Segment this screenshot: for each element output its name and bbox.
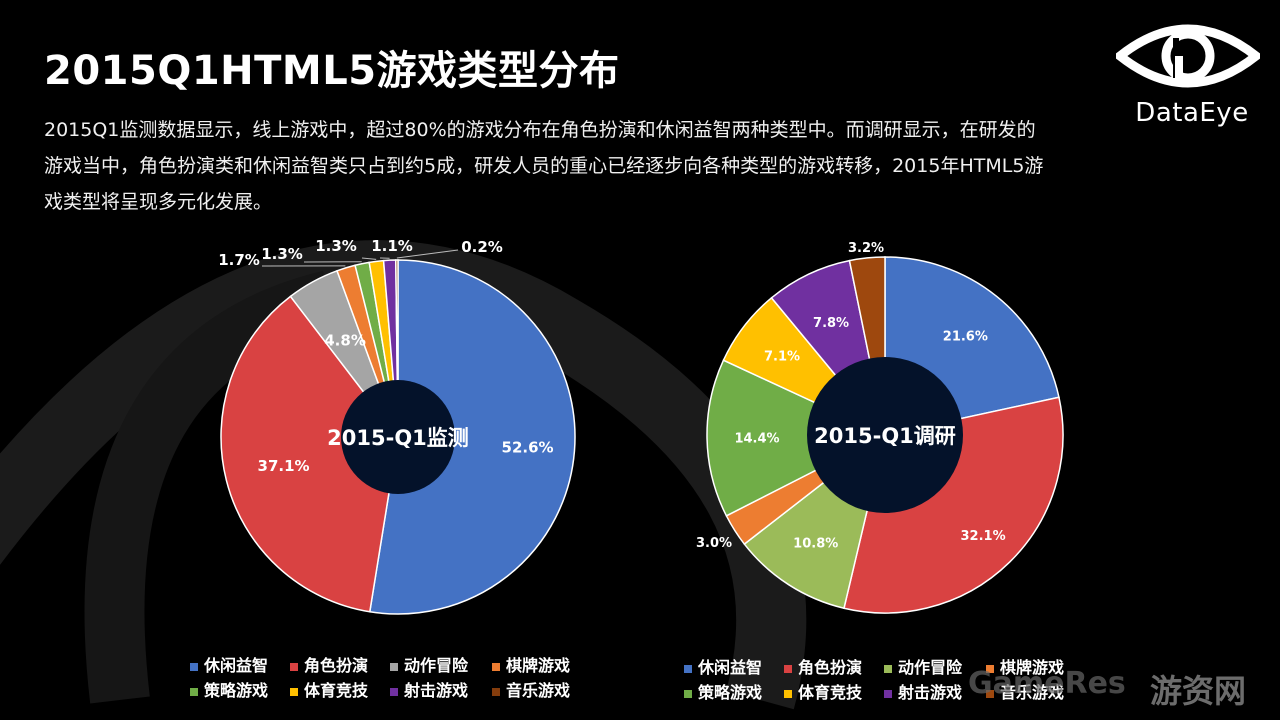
legend-swatch	[884, 664, 892, 673]
eye-logo-icon	[1116, 24, 1260, 88]
legend-label: 射击游戏	[898, 683, 963, 702]
legend-label: 角色扮演	[798, 658, 863, 677]
data-label: 0.2%	[461, 238, 503, 256]
legend-item: 音乐游戏	[492, 677, 570, 701]
legend-label: 棋牌游戏	[506, 656, 571, 675]
legend-item: 体育竞技	[784, 679, 862, 703]
donut-chart-2: 2015-Q1调研 21.6% 32.1% 10.8% 3.0% 14.4% 7.1% 7.8…	[696, 241, 1064, 614]
data-label: 1.7%	[218, 251, 260, 269]
data-label: 32.1%	[961, 529, 1006, 544]
center-label: 2015-Q1监测	[327, 426, 469, 450]
slice-角色扮演	[220, 295, 399, 613]
legend-item: 音乐游戏	[986, 679, 1064, 703]
data-label: 21.6%	[943, 329, 988, 344]
legend-swatch	[390, 662, 398, 671]
data-label: 10.8%	[793, 537, 838, 552]
legend-label: 体育竞技	[798, 683, 863, 702]
legend-swatch	[986, 664, 994, 673]
legend-swatch	[290, 662, 298, 671]
data-label: 3.0%	[696, 536, 732, 551]
legend-label: 射击游戏	[404, 681, 469, 700]
data-label: 1.1%	[371, 237, 413, 255]
legend-item: 角色扮演	[290, 652, 368, 676]
legend-swatch	[986, 689, 994, 698]
logo-text: DataEye	[1135, 98, 1249, 128]
donut-hole	[341, 380, 455, 494]
page-description: 2015Q1监测数据显示，线上游戏中，超过80%的游戏分布在角色扮演和休闲益智两…	[44, 119, 1044, 213]
legend-item: 动作冒险	[884, 654, 962, 678]
donut-hole	[807, 357, 963, 513]
legend-label: 体育竞技	[304, 681, 369, 700]
data-label: 4.8%	[324, 332, 366, 350]
legend-swatch	[884, 689, 892, 698]
legend-label: 策略游戏	[698, 683, 763, 702]
center-label: 2015-Q1调研	[814, 424, 956, 448]
legend-item: 棋牌游戏	[986, 654, 1064, 678]
legend-item: 棋牌游戏	[492, 652, 570, 676]
legend-item: 策略游戏	[684, 679, 762, 703]
legend-swatch	[784, 664, 792, 673]
data-label: 14.4%	[734, 431, 779, 446]
legend-swatch	[492, 687, 500, 696]
data-label: 7.1%	[764, 350, 800, 365]
legend-item: 角色扮演	[784, 654, 862, 678]
slice-休闲益智	[368, 259, 576, 615]
legend-label: 角色扮演	[304, 656, 369, 675]
legend-item: 动作冒险	[390, 652, 468, 676]
legend-swatch	[492, 662, 500, 671]
legend-label: 动作冒险	[898, 658, 963, 677]
legend-label: 策略游戏	[204, 681, 269, 700]
data-label: 3.2%	[848, 241, 884, 256]
legend-label: 休闲益智	[698, 658, 763, 677]
legend-label: 音乐游戏	[506, 681, 571, 700]
legend-item: 射击游戏	[884, 679, 962, 703]
legend-monitor: 休闲益智 角色扮演 动作冒险 棋牌游戏策略游戏 体育竞技 射击游戏 音乐游戏	[190, 652, 610, 700]
legend-label: 音乐游戏	[1000, 683, 1065, 702]
brand-logo: DataEye	[1116, 16, 1260, 128]
donut-chart-1: 2015-Q1监测 52.6%37.1%4.8%1.7% 1.3% 1.3% 1.1% 0…	[218, 237, 576, 615]
legend-label: 棋牌游戏	[1000, 658, 1065, 677]
legend-swatch	[684, 664, 692, 673]
page-title: 2015Q1HTML5游戏类型分布	[44, 48, 620, 94]
data-label: 37.1%	[258, 457, 310, 475]
data-label: 7.8%	[813, 316, 849, 331]
legend-item: 体育竞技	[290, 677, 368, 701]
legend-item: 休闲益智	[190, 652, 268, 676]
data-label: 1.3%	[315, 237, 357, 255]
watermark-gameres: GameRes	[968, 666, 1126, 701]
data-label: 52.6%	[502, 438, 554, 456]
data-label: 1.3%	[261, 245, 303, 263]
legend-swatch	[290, 687, 298, 696]
slice-策略游戏	[706, 359, 887, 517]
legend-swatch	[190, 662, 198, 671]
legend-item: 策略游戏	[190, 677, 268, 701]
leader-line	[396, 249, 459, 259]
legend-survey: 休闲益智 角色扮演 动作冒险 棋牌游戏策略游戏 体育竞技 射击游戏 音乐游戏	[684, 654, 1104, 702]
legend-label: 动作冒险	[404, 656, 469, 675]
legend-swatch	[190, 687, 198, 696]
leader-line	[361, 257, 377, 260]
legend-swatch	[784, 689, 792, 698]
legend-label: 休闲益智	[204, 656, 269, 675]
legend-item: 射击游戏	[390, 677, 468, 701]
legend-swatch	[684, 689, 692, 698]
watermark-youzi: 游资网	[1150, 672, 1247, 710]
legend-swatch	[390, 687, 398, 696]
legend-item: 休闲益智	[684, 654, 762, 678]
